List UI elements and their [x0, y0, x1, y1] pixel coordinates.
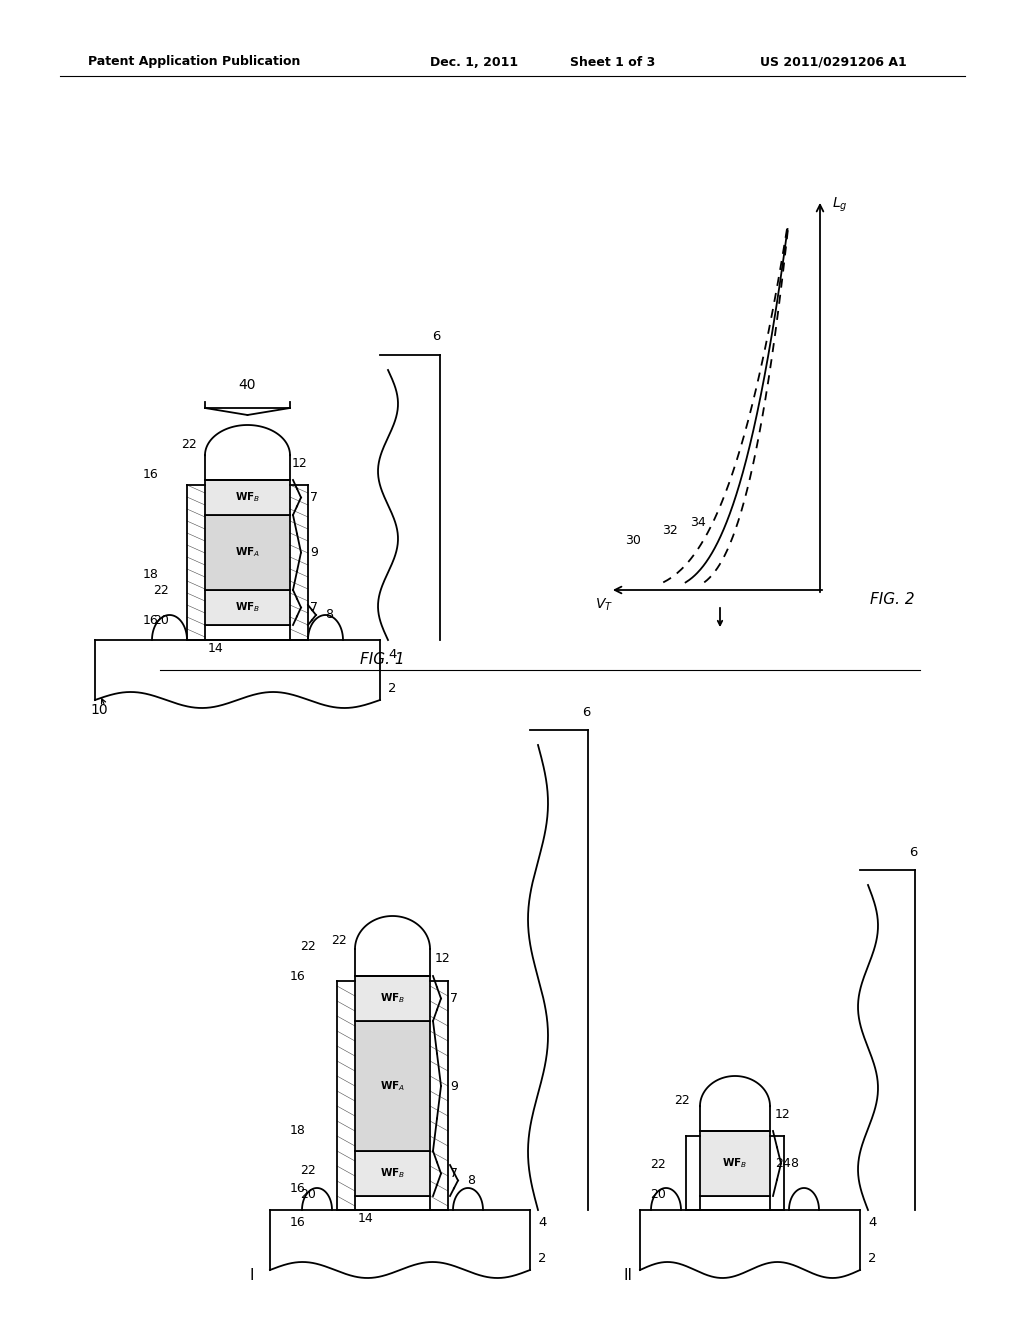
- Text: V$_T$: V$_T$: [595, 597, 613, 614]
- Text: 22: 22: [650, 1159, 666, 1172]
- Text: 7: 7: [310, 491, 318, 504]
- Text: 6: 6: [909, 846, 918, 858]
- Text: 16: 16: [290, 1181, 306, 1195]
- Text: 12: 12: [435, 952, 451, 965]
- Text: Patent Application Publication: Patent Application Publication: [88, 55, 300, 69]
- Text: 8: 8: [790, 1158, 798, 1170]
- Text: 2: 2: [388, 681, 396, 694]
- Bar: [205, 624, 290, 640]
- Text: 16: 16: [143, 469, 159, 482]
- Bar: [700, 1196, 770, 1210]
- Text: 20: 20: [153, 614, 169, 627]
- Text: 22: 22: [300, 940, 315, 953]
- Text: I: I: [250, 1267, 254, 1283]
- Text: 14: 14: [208, 642, 224, 655]
- Text: 22: 22: [300, 1163, 315, 1176]
- Text: 6: 6: [432, 330, 440, 343]
- Text: 34: 34: [690, 516, 706, 528]
- Text: FIG. 1: FIG. 1: [360, 652, 404, 668]
- Bar: [355, 1020, 430, 1151]
- Text: 40: 40: [239, 378, 256, 392]
- Text: 22: 22: [331, 935, 347, 948]
- Text: 12: 12: [292, 457, 308, 470]
- Bar: [205, 480, 290, 515]
- Text: 4: 4: [538, 1216, 547, 1229]
- Text: 8: 8: [467, 1173, 475, 1187]
- Text: 8: 8: [325, 609, 333, 622]
- Text: 22: 22: [153, 583, 169, 597]
- Text: WF$_A$: WF$_A$: [234, 545, 260, 560]
- Text: 2: 2: [868, 1251, 877, 1265]
- Text: 16: 16: [143, 614, 159, 627]
- Text: 10: 10: [90, 704, 108, 717]
- Text: 22: 22: [674, 1094, 690, 1107]
- Text: 18: 18: [143, 569, 159, 582]
- Bar: [700, 1131, 770, 1196]
- Bar: [205, 515, 290, 590]
- Text: 7: 7: [450, 993, 458, 1005]
- Text: WF$_B$: WF$_B$: [234, 491, 260, 504]
- Text: WF$_B$: WF$_B$: [380, 991, 406, 1006]
- Text: 7: 7: [450, 1167, 458, 1180]
- Bar: [355, 1196, 430, 1210]
- Text: 24: 24: [775, 1158, 791, 1170]
- Text: WF$_B$: WF$_B$: [380, 1167, 406, 1180]
- Text: II: II: [624, 1267, 633, 1283]
- Bar: [355, 975, 430, 1020]
- Text: 9: 9: [450, 1080, 458, 1093]
- Bar: [205, 590, 290, 624]
- Text: 20: 20: [300, 1188, 315, 1201]
- Text: 12: 12: [775, 1107, 791, 1121]
- Text: 30: 30: [625, 533, 641, 546]
- Text: 16: 16: [290, 969, 306, 982]
- Text: US 2011/0291206 A1: US 2011/0291206 A1: [760, 55, 906, 69]
- Text: Dec. 1, 2011: Dec. 1, 2011: [430, 55, 518, 69]
- Text: 2: 2: [538, 1251, 547, 1265]
- Text: 20: 20: [650, 1188, 666, 1201]
- Text: 4: 4: [868, 1216, 877, 1229]
- Text: 9: 9: [310, 546, 317, 558]
- Text: 16: 16: [290, 1216, 306, 1229]
- Text: 32: 32: [662, 524, 678, 536]
- Text: 18: 18: [290, 1125, 306, 1138]
- Text: WF$_B$: WF$_B$: [234, 601, 260, 614]
- Text: 6: 6: [582, 705, 591, 718]
- Text: WF$_A$: WF$_A$: [380, 1080, 406, 1093]
- Text: 4: 4: [388, 648, 396, 661]
- Text: 22: 22: [181, 438, 197, 451]
- Text: L$_g$: L$_g$: [831, 195, 848, 214]
- Text: 14: 14: [358, 1212, 374, 1225]
- Text: WF$_B$: WF$_B$: [722, 1156, 748, 1171]
- Text: 7: 7: [310, 601, 318, 614]
- Text: Sheet 1 of 3: Sheet 1 of 3: [570, 55, 655, 69]
- Bar: [355, 1151, 430, 1196]
- Text: FIG. 2: FIG. 2: [870, 593, 914, 607]
